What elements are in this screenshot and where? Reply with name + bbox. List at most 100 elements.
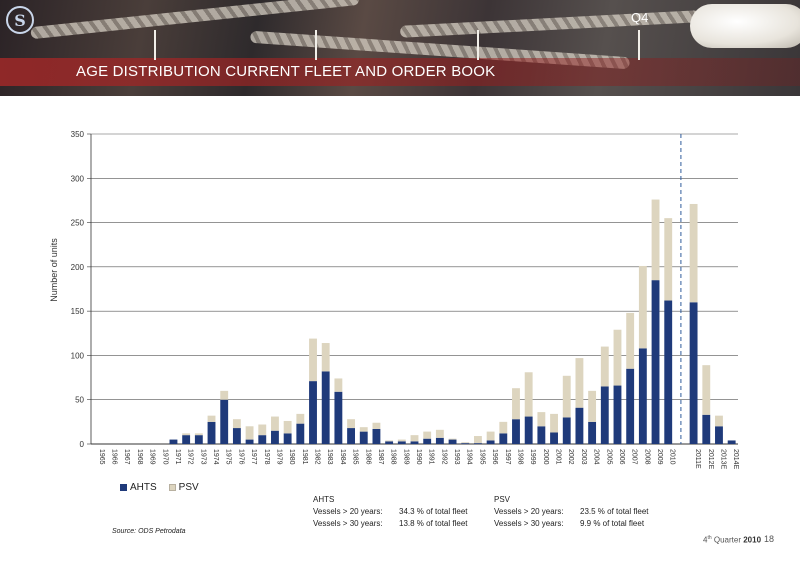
legend-label-psv: PSV <box>178 482 199 493</box>
banner-tick <box>477 30 479 60</box>
bar-psv-1997 <box>499 421 508 434</box>
bar-ahts-1992 <box>435 437 444 444</box>
psv-stat-row: Vessels > 20 years: 23.5 % of total fleet <box>494 506 649 518</box>
chart-legend: AHTS PSV <box>120 482 199 493</box>
header-banner: S Q4 AGE DISTRIBUTION CURRENT FLEET AND … <box>0 0 800 96</box>
bar-ahts-1973 <box>194 435 203 444</box>
footer-quarter-number: 4 <box>703 535 708 545</box>
bar-psv-2011E <box>689 203 698 303</box>
quarter-label: Q4 <box>631 10 649 25</box>
bar-ahts-1988 <box>385 441 394 444</box>
x-tick-label: 1990 <box>415 449 422 465</box>
bar-psv-1984 <box>334 378 343 392</box>
bar-psv-2007 <box>626 312 635 369</box>
x-tick-label: 2010 <box>669 449 676 465</box>
stat-value: 9.9 % of total fleet <box>580 519 645 528</box>
bar-psv-1990 <box>410 435 419 442</box>
x-tick-label: 1976 <box>237 449 244 465</box>
bar-ahts-1971 <box>169 439 178 444</box>
x-tick-label: 1968 <box>136 449 143 465</box>
chart-grid: 0 50 100 150 200 250 300 350 <box>71 130 738 449</box>
bar-psv-1981 <box>296 413 305 424</box>
bar-ahts-2008 <box>638 348 647 444</box>
x-tick-label: 1996 <box>491 449 498 465</box>
bar-ahts-1999 <box>524 416 533 444</box>
bar-ahts-1998 <box>512 419 520 444</box>
stat-label: Vessels > 30 years: <box>313 519 383 528</box>
x-tick-label: 1980 <box>288 449 295 465</box>
bar-psv-1973 <box>194 433 203 436</box>
legend-item-ahts: AHTS <box>120 482 157 493</box>
legend-label-ahts: AHTS <box>130 482 157 493</box>
buoy-image <box>690 4 800 48</box>
x-tick-label: 1989 <box>402 449 409 465</box>
x-tick-label: 1994 <box>466 449 473 465</box>
bar-ahts-2000 <box>537 426 546 444</box>
x-tick-label: 1998 <box>516 449 523 465</box>
bar-psv-1983 <box>321 343 330 372</box>
rope-decoration <box>30 0 360 40</box>
x-tick-label: 1972 <box>187 449 194 465</box>
x-tick-label: 1970 <box>161 449 168 465</box>
x-tick-label: 1975 <box>225 449 232 465</box>
bar-ahts-1972 <box>182 435 191 444</box>
x-tick-label: 1974 <box>212 449 219 465</box>
bar-psv-1987 <box>372 422 381 429</box>
y-tick-label: 0 <box>80 440 85 449</box>
bar-ahts-2002 <box>562 417 571 444</box>
bar-ahts-2013E <box>715 426 723 444</box>
bar-ahts-2003 <box>575 407 584 444</box>
rope-decoration <box>399 10 701 38</box>
stat-label: Vessels > 20 years: <box>494 507 564 516</box>
x-tick-label: 1997 <box>504 449 511 465</box>
bar-psv-1999 <box>524 372 533 417</box>
bar-ahts-1987 <box>372 428 381 444</box>
x-tick-label: 2002 <box>567 449 574 465</box>
bar-ahts-2006 <box>613 385 622 444</box>
bar-psv-1996 <box>486 431 495 441</box>
x-tick-label: 2001 <box>555 449 562 465</box>
x-tick-label: 2007 <box>631 449 638 465</box>
bar-ahts-2004 <box>588 421 597 444</box>
footer-quarter: 4th Quarter 2010 <box>703 535 761 545</box>
page-number: 18 <box>764 534 775 544</box>
bar-ahts-2009 <box>651 280 660 444</box>
stat-value: 23.5 % of total fleet <box>580 507 649 516</box>
bar-ahts-1982 <box>309 381 317 444</box>
bar-ahts-1990 <box>410 441 419 444</box>
y-tick-label: 300 <box>71 174 85 183</box>
x-tick-label: 1984 <box>339 449 346 465</box>
bar-ahts-1989 <box>397 441 406 444</box>
bar-psv-1985 <box>347 419 356 429</box>
bar-psv-2004 <box>588 390 597 422</box>
bar-ahts-2014E <box>727 440 736 444</box>
bar-ahts-1984 <box>334 391 343 444</box>
bar-psv-2000 <box>537 412 546 427</box>
bar-psv-2010 <box>664 218 673 301</box>
ahts-stats: AHTS Vessels > 20 years: 34.3 % of total … <box>313 494 468 530</box>
bar-ahts-1979 <box>271 430 279 444</box>
bar-psv-1974 <box>207 415 216 422</box>
x-tick-label: 1981 <box>301 449 308 465</box>
bar-psv-1992 <box>435 429 444 438</box>
bar-ahts-1997 <box>499 433 508 444</box>
footer-ordinal: th <box>707 535 712 541</box>
bar-ahts-1986 <box>359 431 368 444</box>
bar-ahts-1995 <box>473 443 482 444</box>
bar-psv-1994 <box>461 442 470 444</box>
x-tick-label: 1999 <box>529 449 536 465</box>
bar-psv-2001 <box>550 413 558 433</box>
x-tick-label: 1966 <box>111 449 118 465</box>
bar-ahts-1985 <box>347 428 356 444</box>
bar-ahts-1991 <box>423 438 432 444</box>
page-title: AGE DISTRIBUTION CURRENT FLEET AND ORDER… <box>76 63 496 80</box>
x-tick-label: 1982 <box>314 449 321 465</box>
psv-stat-row: Vessels > 30 years: 9.9 % of total fleet <box>494 518 649 530</box>
psv-stats-heading: PSV <box>494 495 511 504</box>
bar-psv-1998 <box>512 388 520 420</box>
y-tick-label: 50 <box>75 396 84 405</box>
company-logo: S <box>6 6 34 34</box>
bar-psv-1989 <box>397 439 406 442</box>
bar-psv-2013E <box>715 415 723 427</box>
